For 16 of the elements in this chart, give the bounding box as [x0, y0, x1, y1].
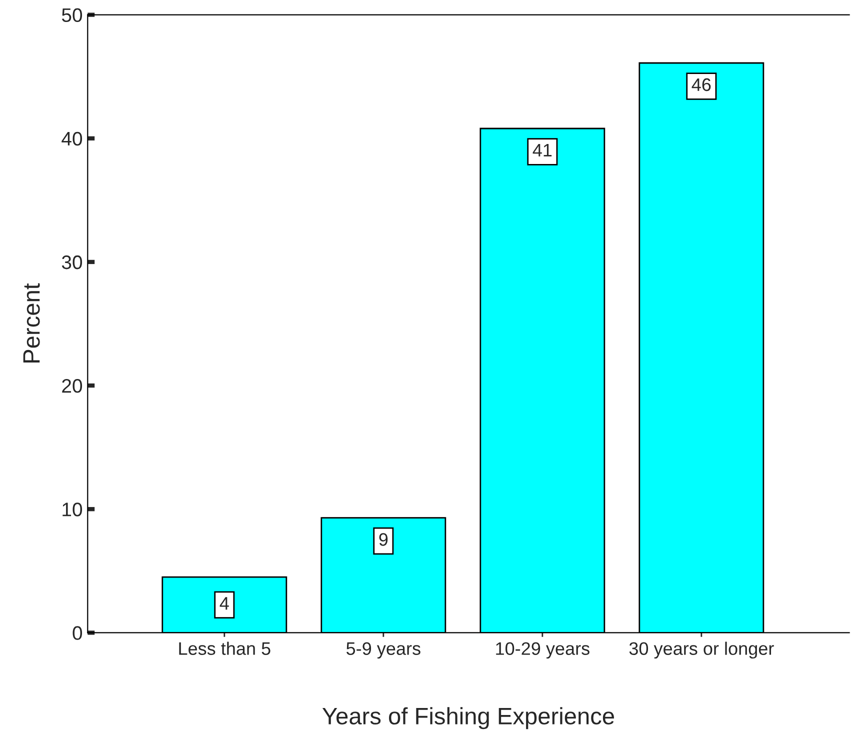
y-axis-title: Percent	[23, 283, 40, 362]
data-label: 46	[692, 78, 711, 92]
y-tick-label: 50	[62, 8, 82, 22]
y-tick-label: 40	[62, 132, 82, 146]
x-axis-title: Years of Fishing Experience	[322, 707, 614, 730]
data-label: 4	[220, 597, 229, 610]
y-tick-label: 30	[62, 255, 82, 270]
y-tick-label: 10	[62, 502, 82, 516]
data-label: 9	[379, 533, 388, 546]
x-tick-label: 30 years or longer	[629, 642, 774, 659]
data-label: 41	[532, 144, 552, 156]
x-tick-label: 5-9 years	[346, 642, 420, 659]
y-tick-label: 20	[62, 379, 82, 393]
x-tick-label: 10-29 years	[496, 642, 590, 659]
x-tick-label: Less than 5	[179, 642, 270, 655]
y-tick-label: 0	[72, 626, 82, 640]
